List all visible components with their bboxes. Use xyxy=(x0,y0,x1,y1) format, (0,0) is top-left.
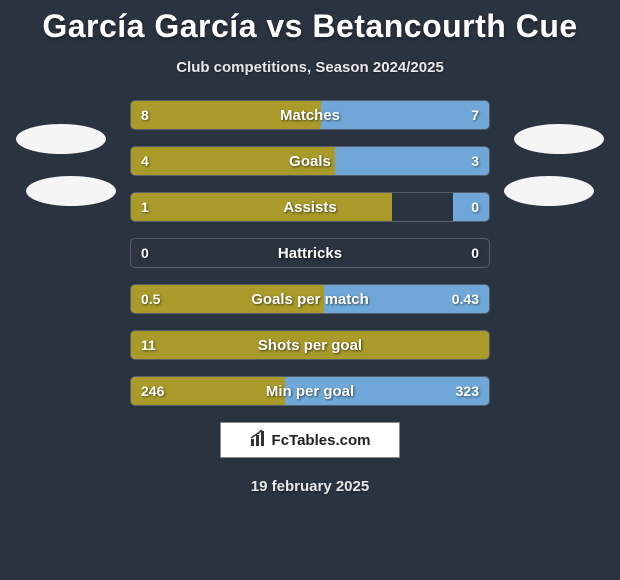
player-left-avatar-1 xyxy=(16,124,106,154)
stat-label: Goals per match xyxy=(131,285,489,313)
player-right-avatar-1 xyxy=(514,124,604,154)
stat-label: Goals xyxy=(131,147,489,175)
stat-label: Min per goal xyxy=(131,377,489,405)
fctables-logo[interactable]: FcTables.com xyxy=(220,422,400,458)
logo-text: FcTables.com xyxy=(272,432,371,449)
player-left-avatar-2 xyxy=(26,176,116,206)
stat-row-hattricks: 00Hattricks xyxy=(130,238,490,268)
stat-row-goals-per-match: 0.50.43Goals per match xyxy=(130,284,490,314)
stat-row-goals: 43Goals xyxy=(130,146,490,176)
stat-label: Matches xyxy=(131,101,489,129)
stat-row-shots-per-goal: 11Shots per goal xyxy=(130,330,490,360)
date-label: 19 february 2025 xyxy=(0,478,620,495)
comparison-chart: 87Matches 43Goals 10Assists 00Hattricks 0.50… xyxy=(130,100,490,406)
stat-label: Hattricks xyxy=(131,239,489,267)
player-right-avatar-2 xyxy=(504,176,594,206)
stat-row-assists: 10Assists xyxy=(130,192,490,222)
stat-label: Assists xyxy=(131,193,489,221)
subtitle: Club competitions, Season 2024/2025 xyxy=(0,59,620,76)
stat-row-min-per-goal: 246323Min per goal xyxy=(130,376,490,406)
chart-icon xyxy=(250,429,268,452)
stat-row-matches: 87Matches xyxy=(130,100,490,130)
stat-label: Shots per goal xyxy=(131,331,489,359)
page-title: García García vs Betancourth Cue xyxy=(0,0,620,45)
